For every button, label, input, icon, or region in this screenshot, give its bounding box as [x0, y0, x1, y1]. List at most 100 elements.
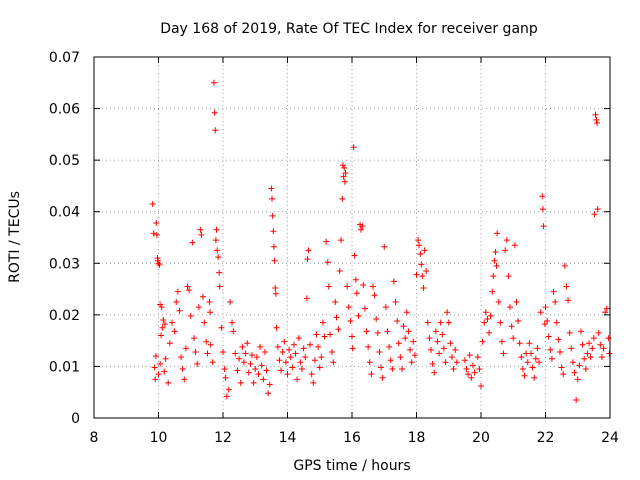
- data-point: [286, 346, 293, 353]
- data-point: [437, 319, 444, 326]
- data-point: [218, 324, 225, 331]
- data-point: [266, 381, 273, 388]
- data-point: [417, 251, 424, 258]
- data-point: [253, 354, 260, 361]
- data-point: [481, 319, 488, 326]
- data-point: [547, 346, 554, 353]
- data-point: [524, 359, 531, 366]
- data-point: [345, 304, 352, 311]
- data-point: [240, 359, 247, 366]
- data-point: [413, 271, 420, 278]
- y-tick-label: 0.02: [49, 308, 80, 324]
- data-point: [316, 364, 323, 371]
- data-point: [552, 298, 559, 305]
- data-point: [274, 343, 281, 350]
- data-point: [310, 379, 317, 386]
- data-point: [382, 304, 389, 311]
- data-point: [340, 173, 347, 180]
- data-point: [566, 329, 573, 336]
- data-point: [447, 340, 454, 347]
- data-point: [510, 335, 517, 342]
- data-point: [155, 371, 162, 378]
- data-point: [386, 343, 393, 350]
- data-point: [244, 340, 251, 347]
- data-point: [544, 318, 551, 325]
- data-point: [212, 237, 219, 244]
- data-point: [302, 354, 309, 361]
- data-point: [418, 261, 425, 268]
- data-point: [426, 335, 433, 342]
- data-point: [222, 374, 229, 381]
- data-point: [159, 324, 166, 331]
- y-tick-label: 0.03: [49, 256, 80, 272]
- data-point: [410, 338, 417, 345]
- data-point: [236, 355, 243, 362]
- data-point: [152, 353, 159, 360]
- data-point: [179, 366, 186, 373]
- data-point: [461, 357, 468, 364]
- data-point: [508, 323, 515, 330]
- data-point: [287, 354, 294, 361]
- data-point: [176, 307, 183, 314]
- data-point: [319, 319, 326, 326]
- data-point: [257, 343, 264, 350]
- data-point: [347, 318, 354, 325]
- x-tick-label: 24: [601, 430, 619, 446]
- data-point: [207, 341, 214, 348]
- data-point: [392, 298, 399, 305]
- data-point: [436, 350, 443, 357]
- x-tick-label: 14: [279, 430, 297, 446]
- data-point: [511, 242, 518, 249]
- data-point: [560, 371, 567, 378]
- data-point: [581, 355, 588, 362]
- data-point: [586, 340, 593, 347]
- data-point: [593, 116, 600, 123]
- data-point: [150, 230, 157, 237]
- data-point: [342, 170, 349, 177]
- data-point: [398, 366, 405, 373]
- data-point: [411, 352, 418, 359]
- data-point: [407, 346, 414, 353]
- x-tick-label: 22: [537, 430, 555, 446]
- data-point: [389, 366, 396, 373]
- data-point: [600, 345, 607, 352]
- data-point: [230, 328, 237, 335]
- data-point: [198, 231, 205, 238]
- data-point: [603, 305, 610, 312]
- data-point: [211, 109, 218, 116]
- data-point: [299, 366, 306, 373]
- data-point: [374, 329, 381, 336]
- data-point: [250, 379, 257, 386]
- y-tick-label: 0.01: [49, 359, 80, 375]
- data-point: [269, 212, 276, 219]
- data-point: [379, 374, 386, 381]
- data-point: [365, 343, 372, 350]
- data-point: [325, 283, 332, 290]
- data-point: [157, 360, 164, 367]
- data-point: [490, 273, 497, 280]
- data-point: [558, 364, 565, 371]
- x-tick-labels: 8 10 12 14 16 18 20 22 24: [90, 430, 619, 446]
- data-point: [352, 276, 359, 283]
- data-point: [432, 328, 439, 335]
- data-point: [381, 243, 388, 250]
- data-point: [519, 366, 526, 373]
- data-point: [339, 195, 346, 202]
- data-point: [242, 350, 249, 357]
- data-point: [579, 341, 586, 348]
- data-point: [209, 359, 216, 366]
- data-point: [153, 231, 160, 238]
- axis-ticks: [93, 56, 611, 419]
- x-tick-label: 10: [150, 430, 168, 446]
- data-point: [260, 376, 267, 383]
- data-point: [276, 357, 283, 364]
- data-point: [592, 111, 599, 118]
- data-point: [503, 237, 510, 244]
- data-point: [273, 324, 280, 331]
- data-point: [153, 220, 160, 227]
- data-point: [453, 359, 460, 366]
- data-point: [368, 371, 375, 378]
- data-point: [186, 287, 193, 294]
- data-point: [341, 178, 348, 185]
- data-point: [151, 364, 158, 371]
